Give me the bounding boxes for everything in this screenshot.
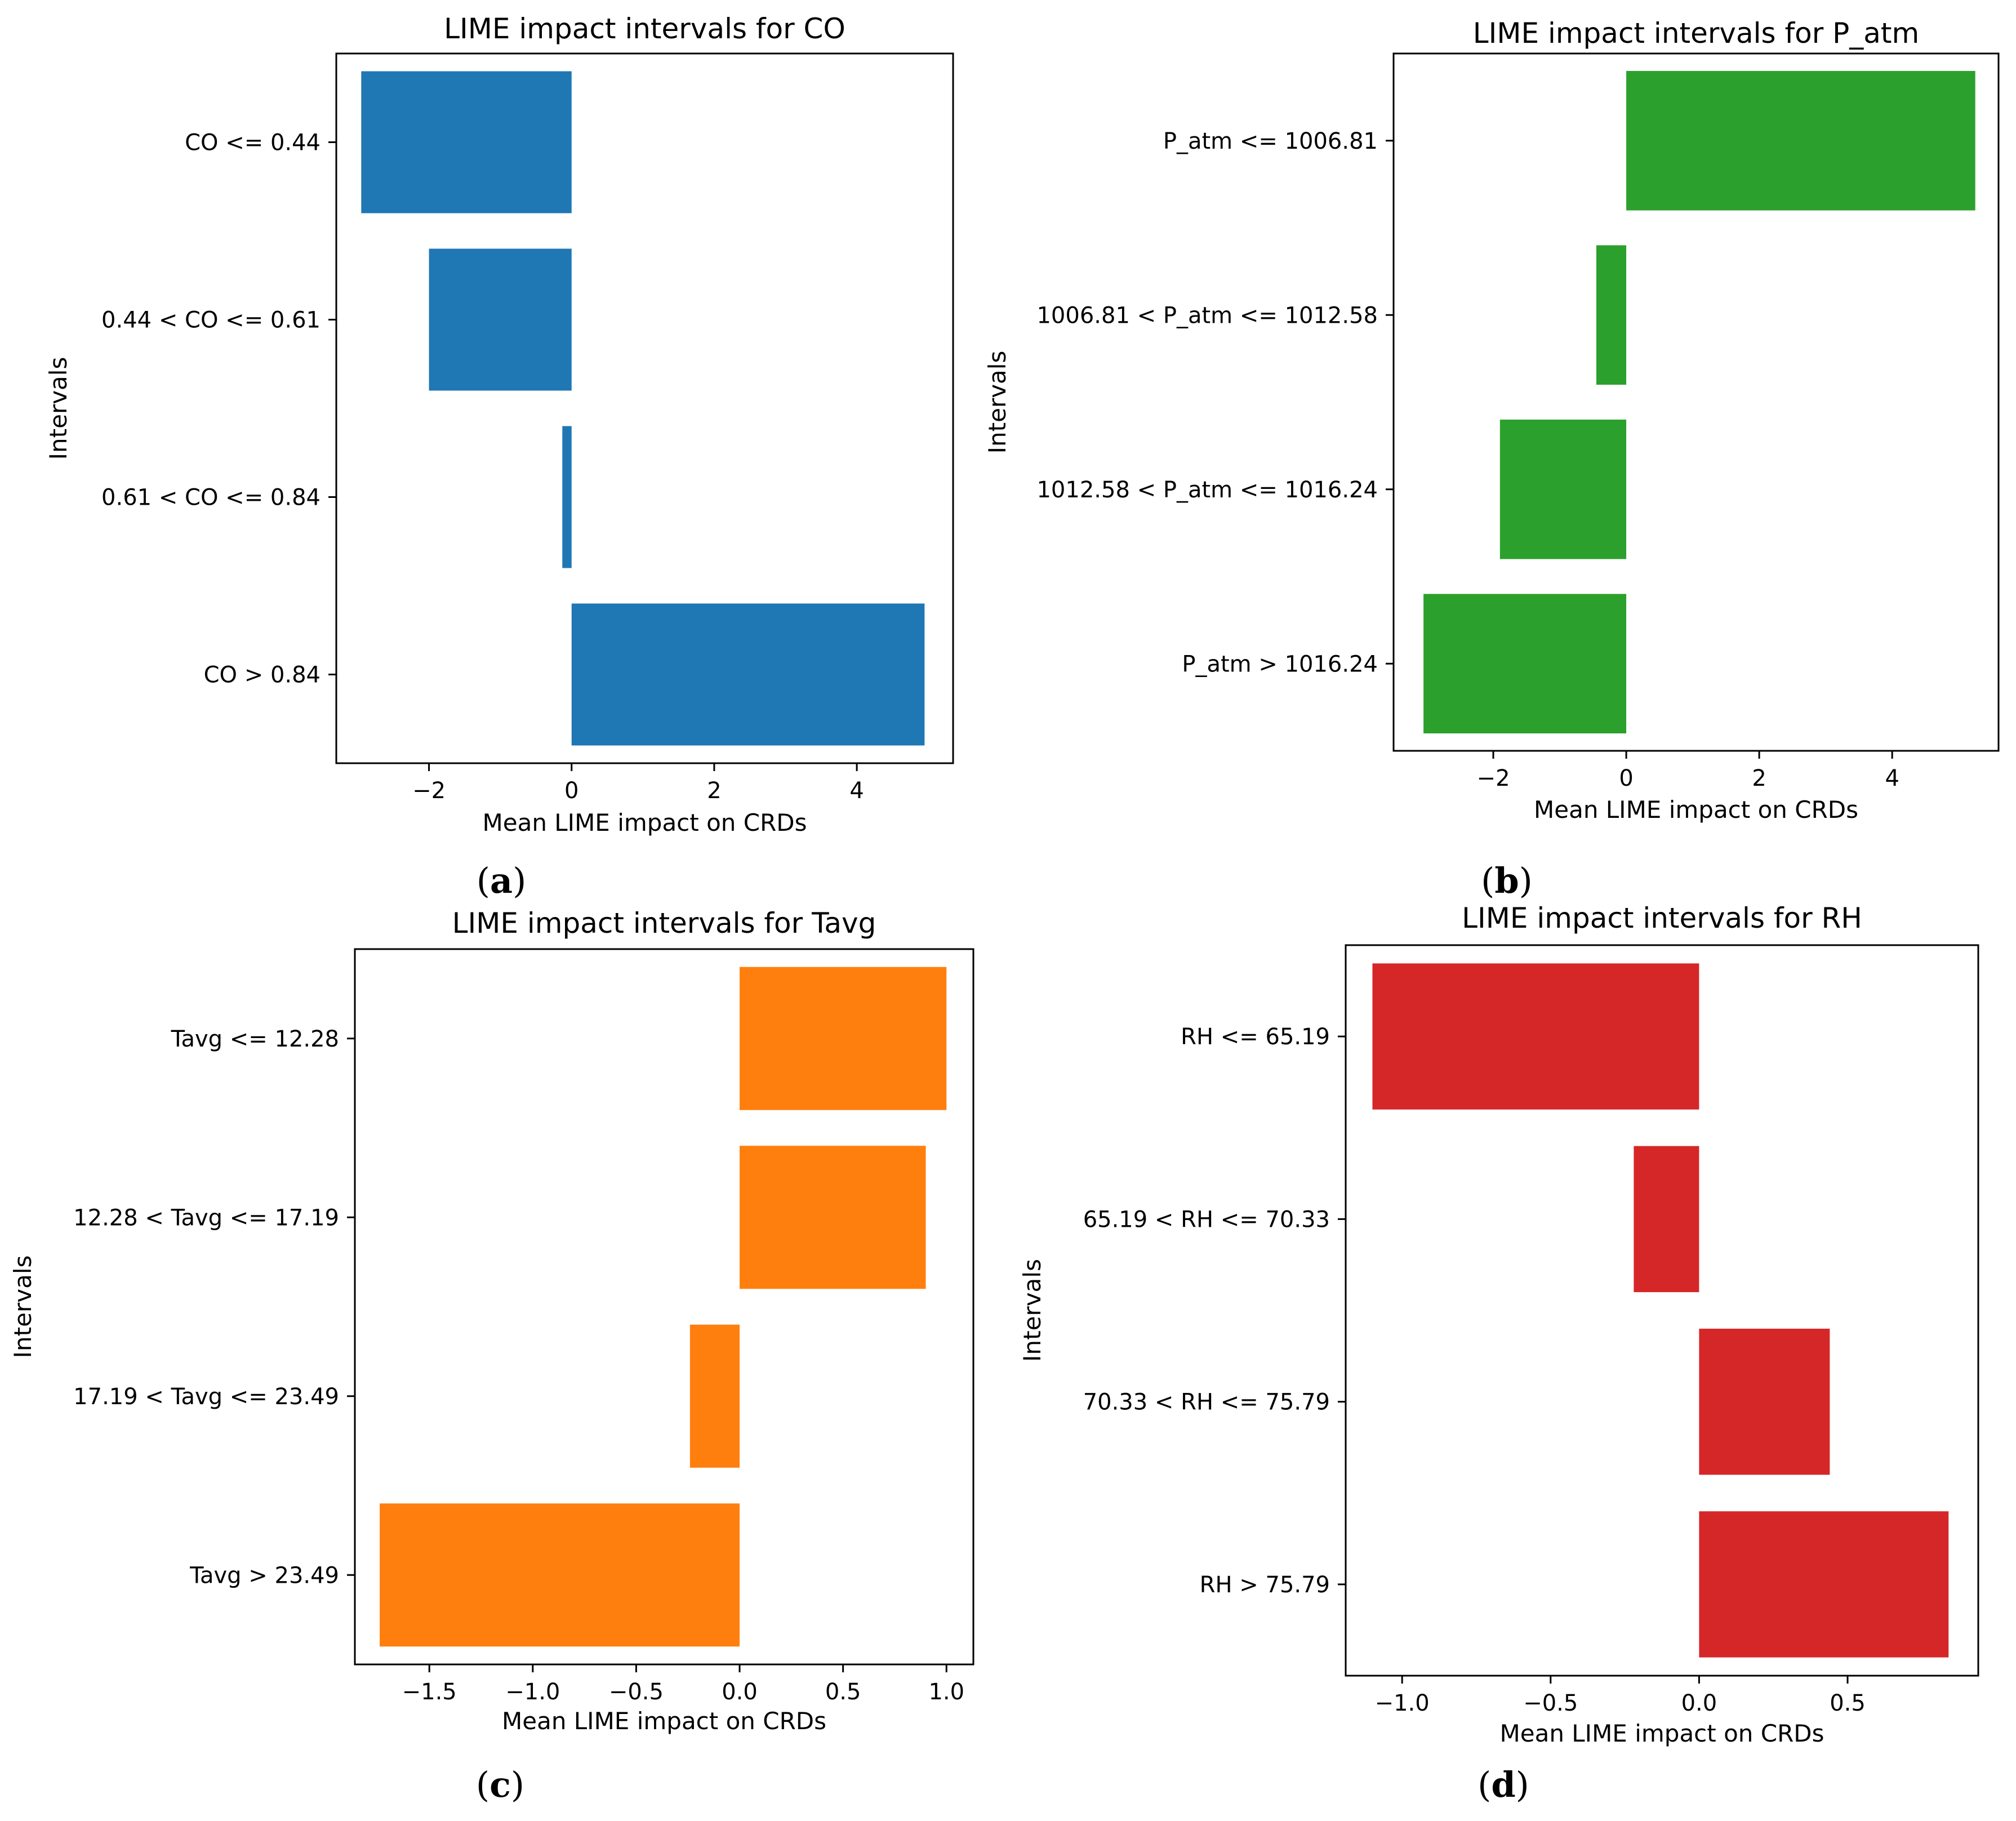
- bar-b-2: [1499, 419, 1627, 559]
- x-tick-label-c-5: 1.0: [928, 1679, 964, 1705]
- x-tick-label-a-3: 4: [849, 778, 864, 804]
- bar-d-0: [1372, 963, 1699, 1110]
- panel-caption-b: (b): [1481, 860, 1533, 901]
- bar-a-0: [361, 71, 572, 213]
- bar-c-0: [740, 967, 947, 1110]
- y-tick-label-d-0: RH <= 65.19: [1181, 1024, 1330, 1050]
- y-tick-label-c-1: 12.28 < Tavg <= 17.19: [73, 1205, 339, 1231]
- x-axis-label-d: Mean LIME impact on CRDs: [1500, 1720, 1824, 1747]
- x-tick-label-c-4: 0.5: [825, 1679, 861, 1705]
- panel-caption-d: (d): [1477, 1764, 1529, 1805]
- bar-d-3: [1699, 1511, 1949, 1658]
- bar-d-1: [1634, 1146, 1699, 1293]
- bar-b-1: [1596, 245, 1627, 385]
- bar-b-0: [1626, 70, 1975, 211]
- bar-c-1: [740, 1146, 926, 1289]
- axes-frame-d: [1345, 944, 1979, 1677]
- chart-title-b: LIME impact intervals for P_atm: [1473, 17, 1920, 50]
- x-tick-label-d-2: 0.0: [1681, 1690, 1717, 1716]
- x-tick-label-c-0: −1.5: [402, 1679, 457, 1705]
- y-tick-label-d-2: 70.33 < RH <= 75.79: [1083, 1390, 1330, 1415]
- y-tick-label-a-0: CO <= 0.44: [185, 130, 321, 156]
- y-tick-label-b-0: P_atm <= 1006.81: [1163, 128, 1378, 154]
- caption-open-paren: (: [1477, 1764, 1491, 1805]
- x-tick-label-c-2: −0.5: [609, 1679, 664, 1705]
- x-tick-label-d-3: 0.5: [1830, 1690, 1866, 1716]
- y-tick-label-c-0: Tavg <= 12.28: [171, 1026, 339, 1052]
- bar-b-3: [1423, 594, 1627, 734]
- bar-a-2: [562, 426, 572, 568]
- x-axis-label-b: Mean LIME impact on CRDs: [1534, 796, 1858, 823]
- y-tick-label-d-3: RH > 75.79: [1200, 1572, 1330, 1598]
- caption-close-paren: ): [1519, 860, 1533, 901]
- x-tick-label-b-2: 2: [1752, 765, 1766, 791]
- x-tick-label-b-1: 0: [1619, 765, 1633, 791]
- y-axis-label-b: Intervals: [983, 351, 1011, 454]
- x-tick-label-c-1: −1.0: [505, 1679, 560, 1705]
- y-axis-label-d: Intervals: [1018, 1259, 1046, 1362]
- caption-open-paren: (: [477, 860, 490, 901]
- y-tick-label-a-2: 0.61 < CO <= 0.84: [101, 485, 321, 511]
- y-tick-label-a-3: CO > 0.84: [204, 662, 321, 688]
- chart-title-d: LIME impact intervals for RH: [1462, 902, 1862, 934]
- bar-a-1: [429, 248, 572, 391]
- x-tick-label-d-1: −0.5: [1523, 1690, 1578, 1716]
- x-tick-label-b-0: −2: [1477, 765, 1510, 791]
- y-tick-label-c-3: Tavg > 23.49: [189, 1562, 339, 1588]
- chart-panel-a: CO <= 0.44 0.44 < CO <= 0.61 0.61 < CO <= …: [44, 12, 954, 901]
- caption-open-paren: (: [1481, 860, 1494, 901]
- chart-panel-d: RH <= 65.19 65.19 < RH <= 70.33 70.33 < RH…: [1018, 902, 1979, 1805]
- bar-d-2: [1699, 1328, 1830, 1475]
- caption-open-paren: (: [476, 1764, 489, 1805]
- caption-close-paren: ): [513, 860, 526, 901]
- bar-c-3: [380, 1503, 740, 1647]
- caption-letter-d: d: [1491, 1764, 1515, 1805]
- chart-panels: CO <= 0.44 0.44 < CO <= 0.61 0.61 < CO <= …: [9, 12, 2000, 1805]
- y-tick-label-a-1: 0.44 < CO <= 0.61: [101, 308, 321, 333]
- bar-a-3: [571, 603, 925, 746]
- chart-title-c: LIME impact intervals for Tavg: [452, 907, 876, 940]
- chart-title-a: LIME impact intervals for CO: [444, 12, 845, 45]
- y-tick-label-c-2: 17.19 < Tavg <= 23.49: [73, 1384, 339, 1410]
- y-tick-label-d-1: 65.19 < RH <= 70.33: [1083, 1206, 1330, 1232]
- y-tick-label-b-3: P_atm > 1016.24: [1182, 651, 1378, 677]
- x-axis-label-a: Mean LIME impact on CRDs: [483, 809, 807, 836]
- panel-caption-c: (c): [476, 1764, 524, 1805]
- y-axis-label-c: Intervals: [9, 1255, 37, 1359]
- x-tick-label-a-0: −2: [412, 778, 446, 804]
- x-tick-label-c-3: 0.0: [722, 1679, 758, 1705]
- panel-caption-a: (a): [477, 860, 527, 901]
- chart-panel-c: Tavg <= 12.28 12.28 < Tavg <= 17.19 17.19 …: [9, 907, 974, 1805]
- x-axis-label-c: Mean LIME impact on CRDs: [502, 1707, 826, 1735]
- axes-frame-b: [1392, 52, 2000, 752]
- x-tick-label-a-1: 0: [564, 778, 578, 804]
- caption-letter-b: b: [1494, 860, 1519, 901]
- caption-letter-c: c: [489, 1764, 511, 1805]
- caption-close-paren: ): [1516, 1764, 1529, 1805]
- y-tick-label-b-2: 1012.58 < P_atm <= 1016.24: [1036, 477, 1378, 503]
- x-tick-label-d-0: −1.0: [1375, 1690, 1430, 1716]
- x-tick-label-a-2: 2: [707, 778, 721, 804]
- y-tick-label-b-1: 1006.81 < P_atm <= 1012.58: [1036, 302, 1378, 328]
- y-axis-label-a: Intervals: [44, 357, 72, 460]
- caption-letter-a: a: [490, 860, 513, 901]
- x-tick-label-b-3: 4: [1885, 765, 1899, 791]
- chart-panel-b: P_atm <= 1006.81 1006.81 < P_atm <= 1012.…: [983, 17, 2000, 901]
- bar-c-2: [689, 1324, 740, 1468]
- caption-close-paren: ): [511, 1764, 524, 1805]
- axes-frame-a: [335, 52, 954, 764]
- axes-frame-c: [354, 948, 974, 1666]
